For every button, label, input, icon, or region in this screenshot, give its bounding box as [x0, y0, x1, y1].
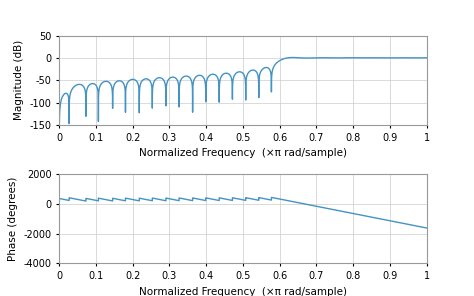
Y-axis label: Phase (degrees): Phase (degrees): [8, 176, 18, 261]
Y-axis label: Magnitude (dB): Magnitude (dB): [14, 40, 24, 120]
X-axis label: Normalized Frequency  (×π rad/sample): Normalized Frequency (×π rad/sample): [139, 148, 347, 158]
X-axis label: Normalized Frequency  (×π rad/sample): Normalized Frequency (×π rad/sample): [139, 287, 347, 296]
